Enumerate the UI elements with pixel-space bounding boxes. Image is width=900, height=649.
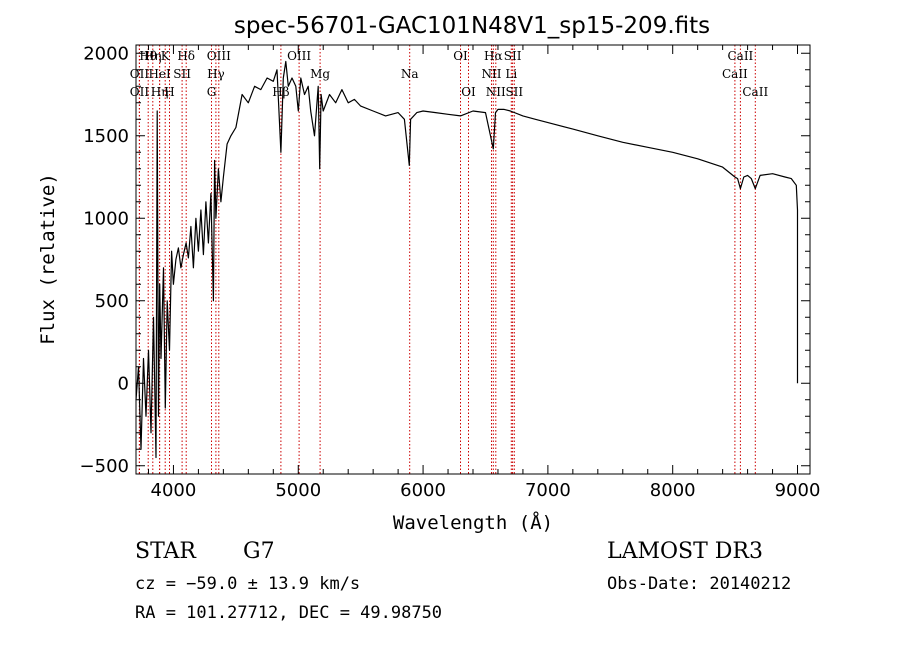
spectral-line-label: H: [164, 85, 174, 99]
spectral-line-markers: [138, 45, 756, 474]
spectral-line-label: NII: [482, 67, 502, 81]
x-tick-label: 6000: [400, 480, 446, 501]
spectral-line-label: OI: [453, 49, 468, 63]
spectral-line-label: SII: [505, 85, 523, 99]
spectral-line-label: Mg: [310, 67, 330, 81]
sky-coordinates: RA = 101.27712, DEC = 49.98750: [135, 603, 443, 623]
spectral-subclass: G7: [243, 539, 275, 564]
spectral-line-label: Hγ: [207, 67, 225, 81]
y-tick-label: 2000: [83, 43, 129, 64]
spectral-line-label: Hη: [144, 49, 162, 63]
spectral-line-label: Hδ: [177, 49, 195, 63]
spectral-line-label: SII: [504, 49, 522, 63]
spectral-line-label: CaII: [722, 67, 748, 81]
y-tick-label: 0: [118, 373, 129, 394]
spectral-line-label: Na: [401, 67, 419, 81]
spectrum-series: [135, 60, 799, 459]
spectral-line-label: Hθ: [139, 49, 157, 63]
plot-frame: [135, 44, 811, 475]
spectral-line-label: OIII: [207, 49, 231, 63]
y-axis-label: Flux (relative): [37, 173, 59, 345]
spectral-line-label: G: [207, 85, 217, 99]
x-tick-label: 7000: [525, 480, 571, 501]
spectral-line-label: K: [161, 49, 171, 63]
spectral-line-label: Hα: [484, 49, 503, 63]
x-tick-label: 9000: [775, 480, 821, 501]
spectral-line-label: Hη: [151, 85, 169, 99]
spectral-line-label: OII: [130, 67, 150, 81]
object-class: STAR: [135, 539, 196, 564]
spectral-line-label: Li: [505, 67, 517, 81]
x-tick-label: 8000: [650, 480, 696, 501]
spectral-line-label: Hβ: [272, 85, 289, 99]
spectral-line-label: OII: [130, 85, 150, 99]
x-tick-label: 5000: [275, 480, 321, 501]
observation-date: Obs-Date: 20140212: [607, 574, 792, 594]
y-tick-label: 1500: [83, 126, 129, 147]
y-tick-label: 500: [95, 291, 129, 312]
x-tick-label: 4000: [151, 480, 197, 501]
y-tick-label: 1000: [83, 208, 129, 229]
chart-title: spec-56701-GAC101N48V1_sp15-209.fits: [234, 13, 710, 39]
spectrum-line: [135, 60, 799, 459]
y-tick-label: −500: [80, 456, 129, 477]
x-axis-label: Wavelength (Å): [393, 511, 553, 534]
spectral-line-label: CaII: [742, 85, 768, 99]
axis-ticks: 4000 5000 6000 7000 8000 9000 −500 0 500 1000 1500…: [80, 43, 821, 501]
spectral-line-label: OI: [461, 85, 476, 99]
spectral-line-label: SII: [173, 67, 191, 81]
spectral-line-label: OIII: [287, 49, 311, 63]
spectral-line-label: HeI: [148, 67, 171, 81]
spectral-line-label: NII: [486, 85, 506, 99]
spectral-line-label: CaII: [727, 49, 753, 63]
redshift-velocity: cz = −59.0 ± 13.9 km/s: [135, 574, 361, 594]
survey-name: LAMOST DR3: [607, 539, 763, 564]
